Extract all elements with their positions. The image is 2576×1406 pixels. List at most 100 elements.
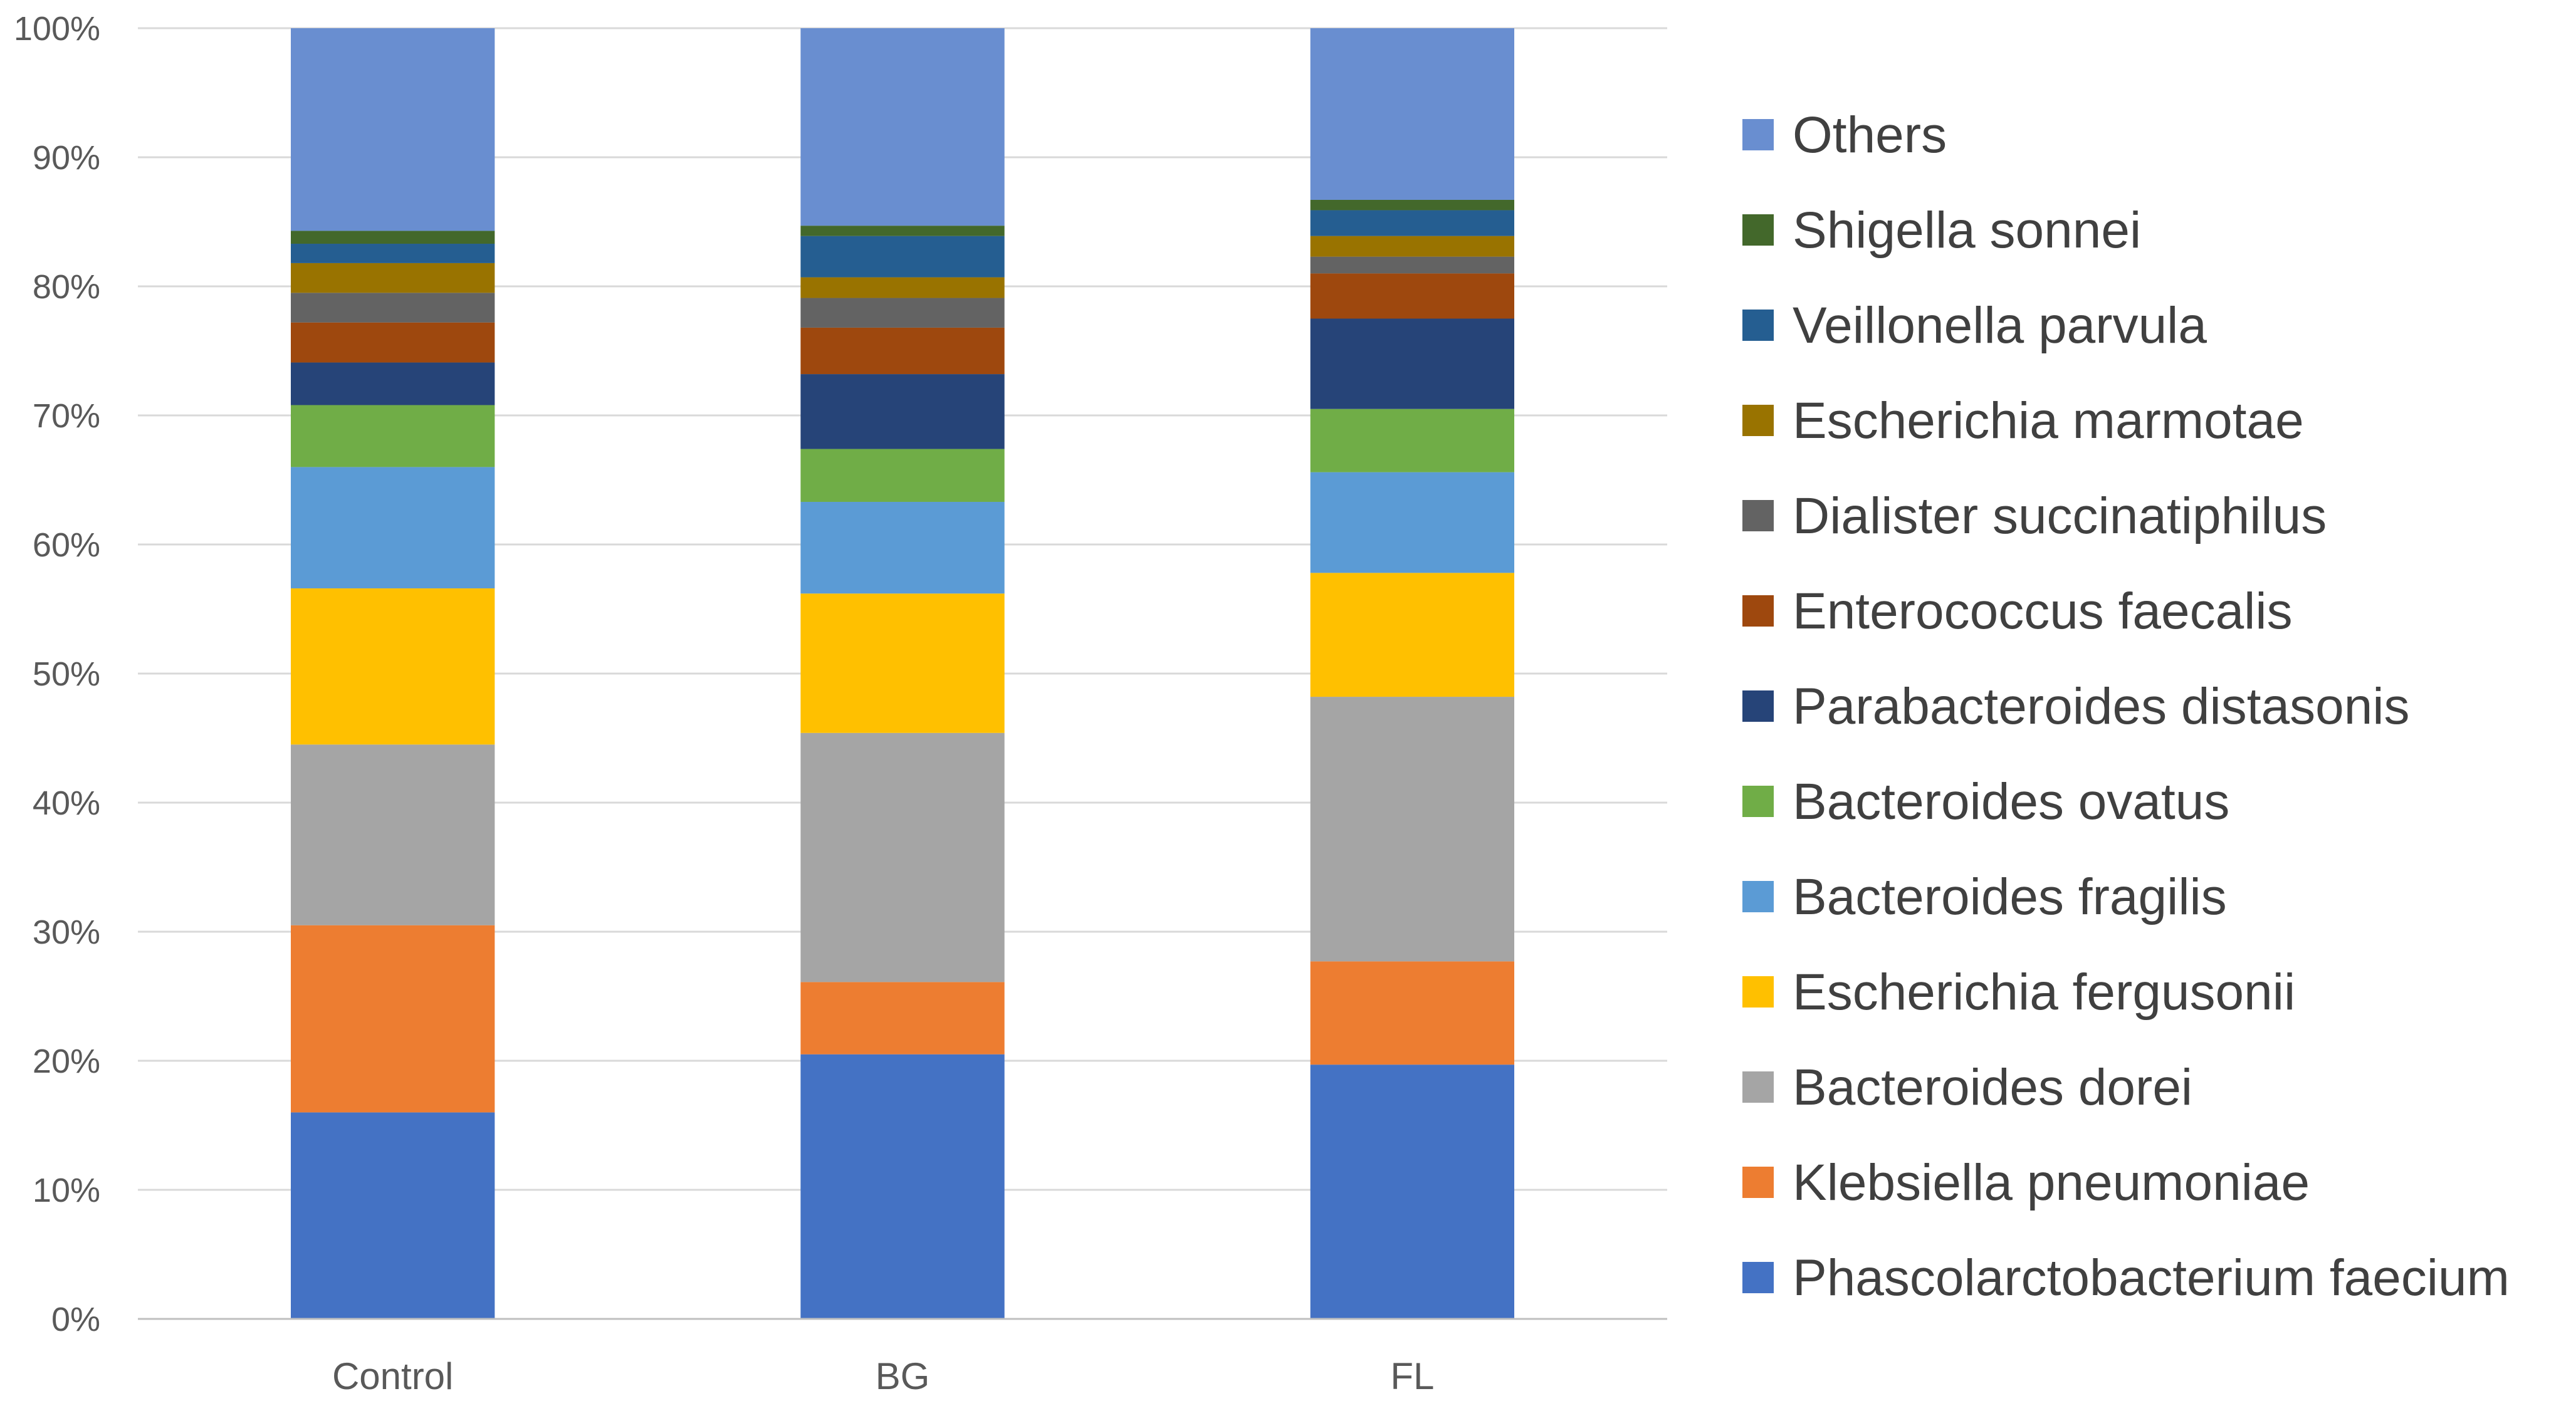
bar-segment-veillonella-parvula-fl xyxy=(1310,210,1514,236)
legend-swatch xyxy=(1742,1071,1774,1103)
legend-swatch xyxy=(1742,690,1774,722)
legend-label: Bacteroides ovatus xyxy=(1793,773,2229,830)
legend-swatch xyxy=(1742,214,1774,246)
bar-segment-enterococcus-faecalis-control xyxy=(291,322,495,363)
bar-segment-escherichia-marmotae-control xyxy=(291,263,495,293)
bar-segment-bacteroides-ovatus-bg xyxy=(800,449,1005,503)
bar-segment-klebsiella-pneumoniae-bg xyxy=(800,982,1005,1054)
legend-item: Dialister succinatiphilus xyxy=(1742,487,2327,544)
bar-segment-veillonella-parvula-control xyxy=(291,244,495,263)
bar-segment-dialister-succinatiphilus-control xyxy=(291,293,495,323)
bar-stack-control xyxy=(291,28,495,1319)
y-tick-label: 70% xyxy=(33,397,100,435)
legend-item: Klebsiella pneumoniae xyxy=(1742,1154,2310,1211)
legend-item: Veillonella parvula xyxy=(1742,297,2207,354)
bars xyxy=(291,28,1514,1319)
legend-label: Bacteroides dorei xyxy=(1793,1059,2192,1116)
legend-swatch xyxy=(1742,976,1774,1008)
bar-segment-bacteroides-dorei-bg xyxy=(800,732,1005,982)
y-tick-label: 90% xyxy=(33,139,100,177)
bar-segment-dialister-succinatiphilus-bg xyxy=(800,298,1005,328)
bar-segment-escherichia-fergusonii-bg xyxy=(800,593,1005,733)
legend-swatch xyxy=(1742,500,1774,531)
bar-segment-bacteroides-dorei-fl xyxy=(1310,697,1514,962)
legend: Others Shigella sonnei Veillonella parvula… xyxy=(1742,107,2510,1306)
legend-item: Others xyxy=(1742,107,1947,164)
bar-segment-shigella-sonnei-fl xyxy=(1310,199,1514,211)
legend-label: Shigella sonnei xyxy=(1793,202,2141,259)
legend-item: Escherichia fergusonii xyxy=(1742,964,2295,1021)
legend-label: Escherichia marmotae xyxy=(1793,392,2304,449)
y-tick-label: 10% xyxy=(33,1172,100,1209)
y-tick-label: 60% xyxy=(33,526,100,564)
bar-segment-others-fl xyxy=(1310,28,1514,200)
legend-swatch xyxy=(1742,1262,1774,1293)
y-tick-label: 0% xyxy=(51,1301,100,1338)
legend-label: Dialister succinatiphilus xyxy=(1793,487,2327,544)
bar-segment-bacteroides-fragilis-bg xyxy=(800,502,1005,594)
legend-item: Escherichia marmotae xyxy=(1742,392,2304,449)
bar-segment-bacteroides-fragilis-control xyxy=(291,467,495,589)
y-tick-label: 80% xyxy=(33,268,100,306)
bar-segment-bacteroides-ovatus-fl xyxy=(1310,409,1514,472)
legend-item: Bacteroides ovatus xyxy=(1742,773,2229,830)
legend-item: Bacteroides dorei xyxy=(1742,1059,2192,1116)
legend-swatch xyxy=(1742,1167,1774,1198)
bar-segment-others-control xyxy=(291,28,495,231)
legend-swatch xyxy=(1742,881,1774,912)
legend-swatch xyxy=(1742,119,1774,150)
bar-segment-phascolarctobacterium-faecium-bg xyxy=(800,1054,1005,1319)
y-tick-label: 100% xyxy=(14,10,100,48)
legend-label: Others xyxy=(1793,107,1947,164)
y-axis-tick-labels: 0% 10% 20% 30% 40% 50% 60% 70% 80% 90% 100% xyxy=(14,10,100,1338)
bar-segment-klebsiella-pneumoniae-fl xyxy=(1310,961,1514,1065)
bar-segment-phascolarctobacterium-faecium-control xyxy=(291,1112,495,1319)
bar-segment-veillonella-parvula-bg xyxy=(800,236,1005,278)
bar-segment-escherichia-marmotae-fl xyxy=(1310,236,1514,257)
bar-segment-phascolarctobacterium-faecium-fl xyxy=(1310,1065,1514,1319)
bar-segment-parabacteroides-distasonis-fl xyxy=(1310,318,1514,409)
x-tick-label: Control xyxy=(332,1355,453,1397)
x-axis: Control BG FL xyxy=(138,1318,1667,1397)
legend-item: Parabacteroides distasonis xyxy=(1742,678,2410,735)
bar-stack-fl xyxy=(1310,28,1514,1319)
bar-segment-bacteroides-ovatus-control xyxy=(291,405,495,467)
bar-segment-parabacteroides-distasonis-control xyxy=(291,362,495,405)
bar-segment-shigella-sonnei-control xyxy=(291,231,495,244)
legend-label: Parabacteroides distasonis xyxy=(1793,678,2410,735)
legend-swatch xyxy=(1742,405,1774,436)
y-tick-label: 50% xyxy=(33,655,100,693)
bar-segment-shigella-sonnei-bg xyxy=(800,226,1005,236)
legend-label: Escherichia fergusonii xyxy=(1793,964,2295,1021)
bar-stack-bg xyxy=(800,28,1005,1319)
bar-segment-enterococcus-faecalis-fl xyxy=(1310,273,1514,319)
bar-segment-parabacteroides-distasonis-bg xyxy=(800,374,1005,449)
bar-segment-others-bg xyxy=(800,28,1005,226)
y-tick-label: 30% xyxy=(33,914,100,951)
legend-label: Phascolarctobacterium faecium xyxy=(1793,1249,2510,1306)
x-tick-label: FL xyxy=(1390,1355,1434,1397)
bar-segment-escherichia-marmotae-bg xyxy=(800,277,1005,298)
legend-swatch xyxy=(1742,310,1774,341)
bar-segment-dialister-succinatiphilus-fl xyxy=(1310,256,1514,274)
legend-label: Klebsiella pneumoniae xyxy=(1793,1154,2310,1211)
legend-label: Veillonella parvula xyxy=(1793,297,2207,354)
bar-segment-bacteroides-fragilis-fl xyxy=(1310,472,1514,573)
legend-item: Enterococcus faecalis xyxy=(1742,583,2293,640)
legend-item: Bacteroides fragilis xyxy=(1742,868,2227,925)
y-tick-label: 20% xyxy=(33,1043,100,1080)
legend-item: Phascolarctobacterium faecium xyxy=(1742,1249,2510,1306)
y-tick-label: 40% xyxy=(33,784,100,822)
legend-swatch xyxy=(1742,595,1774,627)
legend-label: Enterococcus faecalis xyxy=(1793,583,2293,640)
bar-segment-klebsiella-pneumoniae-control xyxy=(291,925,495,1113)
legend-label: Bacteroides fragilis xyxy=(1793,868,2227,925)
bar-segment-escherichia-fergusonii-control xyxy=(291,588,495,745)
legend-item: Shigella sonnei xyxy=(1742,202,2141,259)
bar-segment-escherichia-fergusonii-fl xyxy=(1310,573,1514,697)
bar-segment-enterococcus-faecalis-bg xyxy=(800,327,1005,375)
x-tick-label: BG xyxy=(876,1355,930,1397)
bar-segment-bacteroides-dorei-control xyxy=(291,744,495,925)
legend-swatch xyxy=(1742,786,1774,817)
